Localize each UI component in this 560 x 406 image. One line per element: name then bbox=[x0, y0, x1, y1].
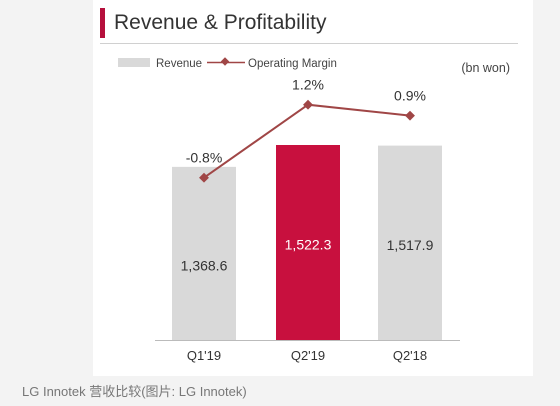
legend-margin-marker bbox=[220, 57, 230, 66]
margin-label-q2-19: 1.2% bbox=[292, 77, 324, 93]
unit-label: (bn won) bbox=[461, 61, 510, 75]
image-caption: LG Innotek 营收比较(图片: LG Innotek) bbox=[22, 384, 247, 399]
margin-point-q2-18 bbox=[405, 110, 415, 121]
chart-title: Revenue & Profitability bbox=[114, 11, 327, 34]
x-tick-q2-19: Q2'19 bbox=[291, 348, 325, 363]
legend-revenue-label: Revenue bbox=[156, 58, 202, 70]
x-tick-q1-19: Q1'19 bbox=[187, 348, 221, 363]
margin-point-q1-19 bbox=[199, 172, 209, 183]
bar-label-q2-19: 1,522.3 bbox=[285, 237, 332, 253]
title-accent-bar bbox=[100, 8, 105, 38]
margin-label-q1-19: -0.8% bbox=[186, 150, 223, 166]
bar-label-q2-18: 1,517.9 bbox=[387, 237, 434, 253]
margin-label-q2-18: 0.9% bbox=[394, 88, 426, 104]
bar-q2-18 bbox=[378, 145, 442, 340]
x-tick-q2-18: Q2'18 bbox=[393, 348, 427, 363]
legend-margin-label: Operating Margin bbox=[248, 58, 337, 70]
title-divider bbox=[100, 43, 518, 44]
bar-q1-19 bbox=[172, 166, 236, 340]
legend-revenue-swatch bbox=[118, 58, 150, 67]
bar-q2-19 bbox=[276, 145, 340, 340]
bar-label-q1-19: 1,368.6 bbox=[181, 257, 228, 273]
